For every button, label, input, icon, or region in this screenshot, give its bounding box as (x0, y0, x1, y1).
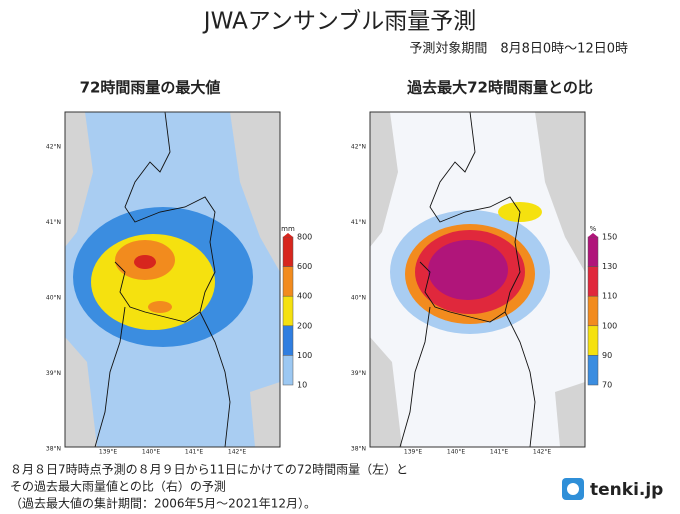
logo: tenki.jp (562, 478, 663, 500)
lat-label: 41°N (46, 219, 61, 226)
legend-swatch (587, 266, 599, 297)
legend-swatch (282, 355, 294, 386)
legend-swatch (587, 295, 599, 327)
ratio-area (428, 240, 508, 300)
logo-icon-sun (567, 483, 579, 495)
legend-label: 100 (297, 351, 312, 360)
legend-swatch (587, 236, 599, 267)
legend-label: 150 (602, 233, 617, 242)
legend-swatch (282, 266, 294, 297)
legend-label: 400 (297, 292, 312, 301)
lon-label: 140°E (142, 449, 160, 456)
map-frame (369, 111, 586, 448)
map-title: 72時間雨量の最大値 (80, 79, 221, 97)
caption-line: その過去最大雨量値との比（右）の予測 (10, 479, 226, 494)
lat-label: 39°N (351, 370, 366, 377)
legend-swatch (282, 295, 294, 327)
period: 予測対象期間 8月8日0時～12日0時 (409, 42, 628, 57)
legend-label: 800 (297, 233, 312, 242)
no-data-area (370, 112, 398, 247)
lat-label: 38°N (46, 446, 61, 453)
map (369, 111, 586, 448)
title: JWAアンサンブル雨量予測 (202, 9, 476, 35)
lon-label: 139°E (404, 449, 422, 456)
legend-label: 100 (602, 321, 617, 330)
legend-label: 10 (297, 381, 307, 390)
no-data-area (230, 112, 280, 272)
legend-label: 90 (602, 351, 612, 360)
lon-label: 140°E (447, 449, 465, 456)
coastline (399, 111, 536, 448)
map-title: 過去最大72時間雨量との比 (406, 79, 593, 97)
legend-label: 600 (297, 262, 312, 271)
legend-swatch (282, 325, 294, 356)
coastline (94, 111, 231, 448)
lon-label: 141°E (490, 449, 508, 456)
legend-unit: mm (281, 225, 295, 233)
map-panel: 過去最大72時間雨量との比 42°N 41°N 40°N 39°N 38°N 139°E 14… (351, 79, 617, 456)
caption-line: ８月８日7時時点予測の８月９日から11日にかけての72時間雨量（左）と (10, 462, 408, 477)
lat-label: 39°N (46, 370, 61, 377)
legend-arrow (283, 233, 293, 237)
rain-area (134, 255, 156, 269)
map-panel: 72時間雨量の最大値 42°N 41°N 40°N 39°N 38°N 139°E 140°E… (46, 79, 312, 456)
no-data-area (535, 112, 585, 272)
lat-label: 38°N (351, 446, 366, 453)
no-data-area (555, 382, 585, 447)
lon-label: 141°E (185, 449, 203, 456)
lon-label: 142°E (533, 449, 551, 456)
lat-label: 40°N (351, 295, 366, 302)
legend-swatch (282, 236, 294, 267)
legend-label: 70 (602, 381, 612, 390)
no-data-area (250, 382, 280, 447)
lat-label: 42°N (46, 144, 61, 151)
logo-text: tenki.jp (590, 480, 663, 500)
lat-label: 42°N (351, 144, 366, 151)
no-data-area (65, 112, 93, 247)
map-frame (64, 111, 281, 448)
no-data-area (370, 337, 402, 447)
lon-label: 139°E (99, 449, 117, 456)
legend-swatch (587, 355, 599, 386)
legend-label: 130 (602, 262, 617, 271)
legend-unit: % (590, 225, 597, 233)
legend-label: 110 (602, 292, 617, 301)
legend-arrow (588, 233, 598, 237)
no-data-area (65, 337, 97, 447)
rain-area (148, 301, 172, 313)
lat-label: 41°N (351, 219, 366, 226)
legend-swatch (587, 325, 599, 356)
lon-label: 142°E (228, 449, 246, 456)
lat-label: 40°N (46, 295, 61, 302)
caption-line: （過去最大値の集計期間：2006年5月～2021年12月）。 (10, 496, 316, 511)
legend-label: 200 (297, 321, 312, 330)
map (64, 111, 281, 448)
